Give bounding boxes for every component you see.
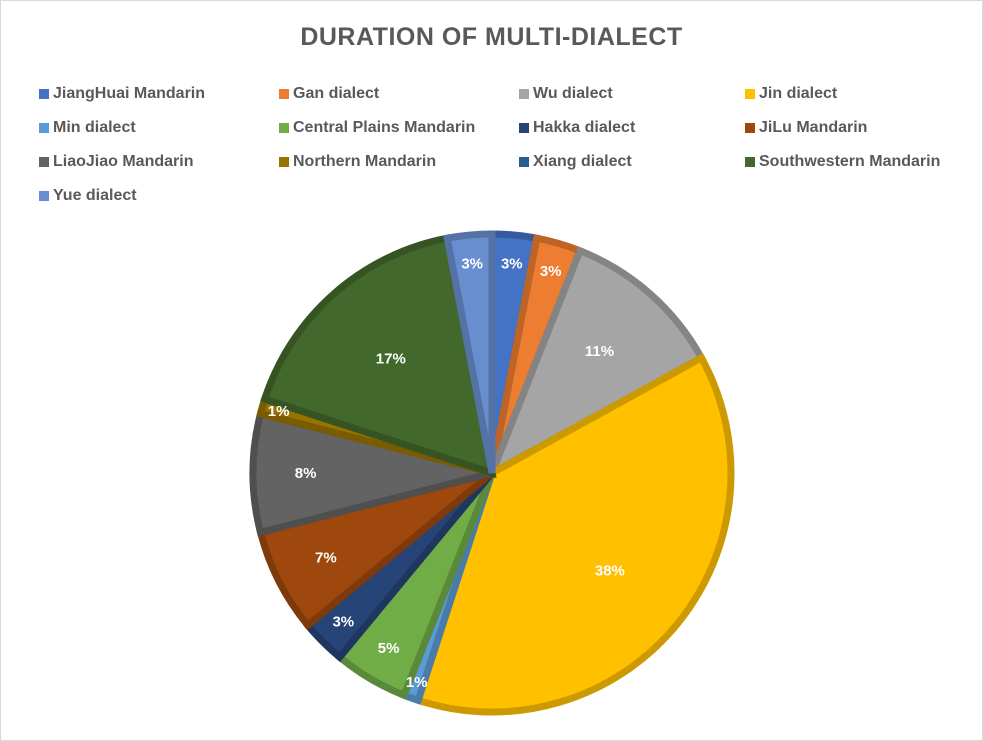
legend-label: Hakka dialect [533,119,636,136]
legend-label: JiangHuai Mandarin [53,85,206,102]
legend-label: Yue dialect [53,187,137,204]
data-label-gan-dialect: 3% [540,263,562,280]
chart-title: DURATION OF MULTI-DIALECT [300,23,683,51]
legend-label: LiaoJiao Mandarin [53,153,194,170]
data-label-yue-dialect: 3% [461,256,483,273]
legend-label: Northern Mandarin [293,153,437,170]
legend-label: Xiang dialect [533,153,632,170]
legend-swatch [279,157,289,167]
pie-slice-southwestern-mandarin [260,234,497,479]
legend-label: Jin dialect [759,85,838,102]
data-label-jin-dialect: 38% [595,563,625,580]
pie-slice-jin-dialect [413,353,735,716]
legend-label: Wu dialect [533,85,613,102]
legend-item-jianghuai-mandarin: JiangHuai Mandarin [39,77,279,111]
data-label-northern-mandarin: 1% [268,403,290,420]
data-label-hakka-dialect: 3% [332,614,354,631]
data-label-jilu-mandarin: 7% [315,550,337,567]
legend-label: Gan dialect [293,85,380,102]
legend-item-gan-dialect: Gan dialect [279,77,519,111]
legend-label: Central Plains Mandarin [293,119,476,136]
legend: JiangHuai Mandarin Gan dialect Wu dialect J… [39,77,969,213]
legend-item-northern-mandarin: Northern Mandarin [279,145,519,179]
legend-item-min-dialect: Min dialect [39,111,279,145]
legend-swatch [745,123,755,133]
pie-slice-yue-dialect [443,230,496,474]
legend-swatch [519,89,529,99]
legend-item-xiang-dialect: Xiang dialect [519,145,745,179]
legend-swatch [39,157,49,167]
legend-swatch [519,157,529,167]
data-label-southwestern-mandarin: 17% [376,350,406,367]
legend-item-jilu-mandarin: JiLu Mandarin [745,111,965,145]
legend-item-southwestern-mandarin: Southwestern Mandarin [745,145,965,179]
legend-label: Min dialect [53,119,136,136]
legend-label: Southwestern Mandarin [759,153,941,170]
legend-swatch [279,123,289,133]
legend-swatch [745,89,755,99]
legend-item-liaojiao-mandarin: LiaoJiao Mandarin [39,145,279,179]
legend-swatch [745,157,755,167]
legend-item-jin-dialect: Jin dialect [745,77,965,111]
legend-swatch [39,89,49,99]
legend-swatch [39,191,49,201]
pie-slice-liaojiao-mandarin [249,409,493,537]
data-label-liaojiao-mandarin: 8% [295,465,317,482]
legend-swatch [279,89,289,99]
legend-item-yue-dialect: Yue dialect [39,179,279,213]
pie-slice-wu-dialect [485,246,707,481]
legend-swatch [39,123,49,133]
legend-item-central-plains-mandarin: Central Plains Mandarin [279,111,519,145]
legend-swatch [519,123,529,133]
data-label-wu-dialect: 11% [585,343,614,360]
legend-item-wu-dialect: Wu dialect [519,77,745,111]
legend-label: JiLu Mandarin [759,119,868,136]
legend-item-hakka-dialect: Hakka dialect [519,111,745,145]
data-label-central-plains-mandarin: 5% [378,640,400,657]
data-label-min-dialect: 1% [406,674,428,691]
data-label-jianghuai-mandarin: 3% [501,256,523,273]
